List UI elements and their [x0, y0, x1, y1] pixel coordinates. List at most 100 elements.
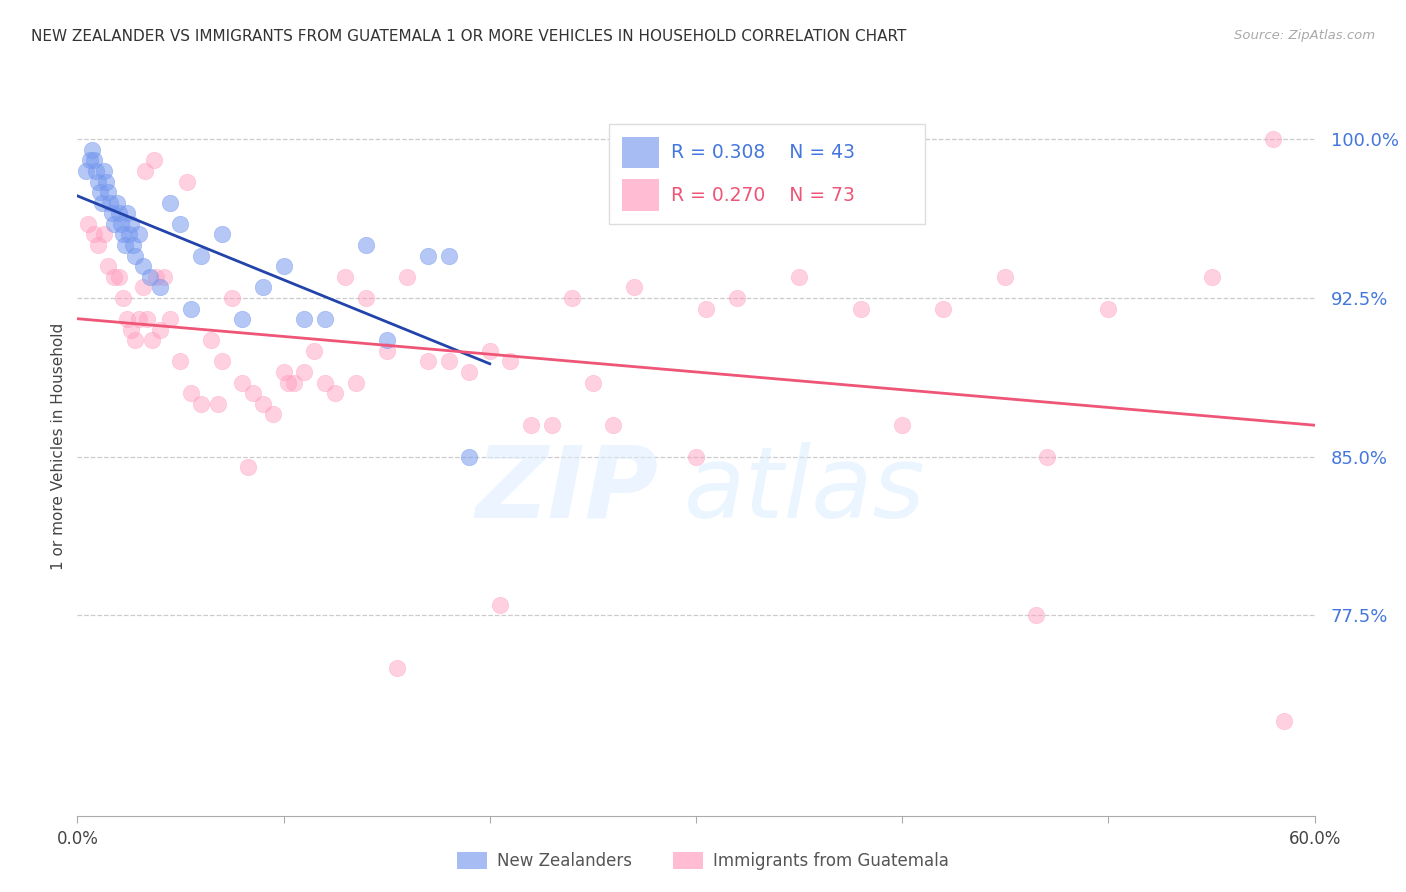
- Point: [134, 164, 156, 178]
- Point: [304, 343, 326, 358]
- Point: [138, 269, 160, 284]
- Point: [83, 153, 105, 168]
- Point: [80, 143, 103, 157]
- Text: atlas: atlas: [683, 442, 925, 539]
- Point: [190, 249, 212, 263]
- Point: [561, 291, 583, 305]
- Point: [231, 312, 253, 326]
- Point: [344, 376, 367, 390]
- Point: [91, 195, 114, 210]
- Point: [478, 343, 501, 358]
- Point: [98, 195, 121, 210]
- Point: [314, 376, 336, 390]
- Point: [153, 269, 176, 284]
- Point: [1201, 269, 1223, 284]
- Point: [292, 312, 315, 326]
- Text: R = 0.308    N = 43: R = 0.308 N = 43: [671, 144, 855, 162]
- Point: [375, 343, 398, 358]
- Point: [385, 661, 408, 675]
- Point: [1272, 714, 1295, 728]
- Text: R = 0.270    N = 73: R = 0.270 N = 73: [671, 186, 855, 204]
- Point: [79, 153, 101, 168]
- Point: [292, 365, 315, 379]
- Point: [142, 153, 165, 168]
- Bar: [621, 179, 659, 211]
- Point: [787, 269, 810, 284]
- Point: [101, 206, 124, 220]
- Point: [118, 227, 141, 242]
- Point: [540, 417, 562, 432]
- Point: [1097, 301, 1119, 316]
- Point: [87, 238, 110, 252]
- Point: [93, 227, 115, 242]
- Point: [132, 280, 155, 294]
- Point: [97, 185, 120, 199]
- Point: [190, 397, 212, 411]
- Point: [110, 217, 132, 231]
- Point: [458, 450, 481, 464]
- Point: [145, 269, 167, 284]
- Point: [111, 227, 134, 242]
- Point: [231, 376, 253, 390]
- Point: [75, 164, 97, 178]
- Point: [499, 354, 522, 368]
- Point: [103, 269, 125, 284]
- Point: [416, 249, 439, 263]
- Point: [120, 217, 142, 231]
- Point: [114, 238, 136, 252]
- Point: [277, 376, 299, 390]
- Point: [180, 301, 202, 316]
- Point: [1025, 608, 1047, 623]
- Point: [994, 269, 1017, 284]
- Point: [458, 365, 481, 379]
- Point: [89, 185, 111, 199]
- Point: [107, 206, 129, 220]
- Legend: New Zealanders, Immigrants from Guatemala: New Zealanders, Immigrants from Guatemal…: [450, 845, 956, 877]
- Point: [128, 227, 150, 242]
- Point: [211, 354, 233, 368]
- Point: [124, 333, 146, 347]
- Point: [695, 301, 717, 316]
- Point: [891, 417, 914, 432]
- Point: [97, 259, 120, 273]
- Point: [159, 195, 181, 210]
- Point: [685, 450, 707, 464]
- Point: [242, 386, 264, 401]
- Point: [602, 417, 624, 432]
- Point: [335, 269, 357, 284]
- Point: [103, 217, 125, 231]
- Point: [725, 291, 748, 305]
- Point: [354, 291, 377, 305]
- Point: [115, 312, 138, 326]
- Point: [354, 238, 377, 252]
- Point: [107, 269, 129, 284]
- Text: ZIP: ZIP: [475, 442, 659, 539]
- Point: [169, 217, 191, 231]
- Point: [252, 280, 274, 294]
- Point: [283, 376, 305, 390]
- Point: [211, 227, 233, 242]
- Point: [582, 376, 605, 390]
- Point: [136, 312, 159, 326]
- Point: [437, 249, 460, 263]
- Point: [176, 175, 198, 189]
- Point: [122, 238, 145, 252]
- Point: [120, 323, 142, 337]
- Point: [489, 598, 512, 612]
- Point: [180, 386, 202, 401]
- Point: [520, 417, 543, 432]
- Point: [115, 206, 138, 220]
- Point: [93, 164, 115, 178]
- Point: [273, 365, 295, 379]
- Point: [105, 195, 128, 210]
- Text: Source: ZipAtlas.com: Source: ZipAtlas.com: [1234, 29, 1375, 42]
- Point: [124, 249, 146, 263]
- Point: [200, 333, 222, 347]
- Point: [221, 291, 243, 305]
- Text: NEW ZEALANDER VS IMMIGRANTS FROM GUATEMALA 1 OR MORE VEHICLES IN HOUSEHOLD CORRE: NEW ZEALANDER VS IMMIGRANTS FROM GUATEMA…: [31, 29, 907, 44]
- Point: [76, 217, 98, 231]
- Point: [437, 354, 460, 368]
- Point: [262, 407, 284, 421]
- Point: [323, 386, 346, 401]
- Point: [396, 269, 419, 284]
